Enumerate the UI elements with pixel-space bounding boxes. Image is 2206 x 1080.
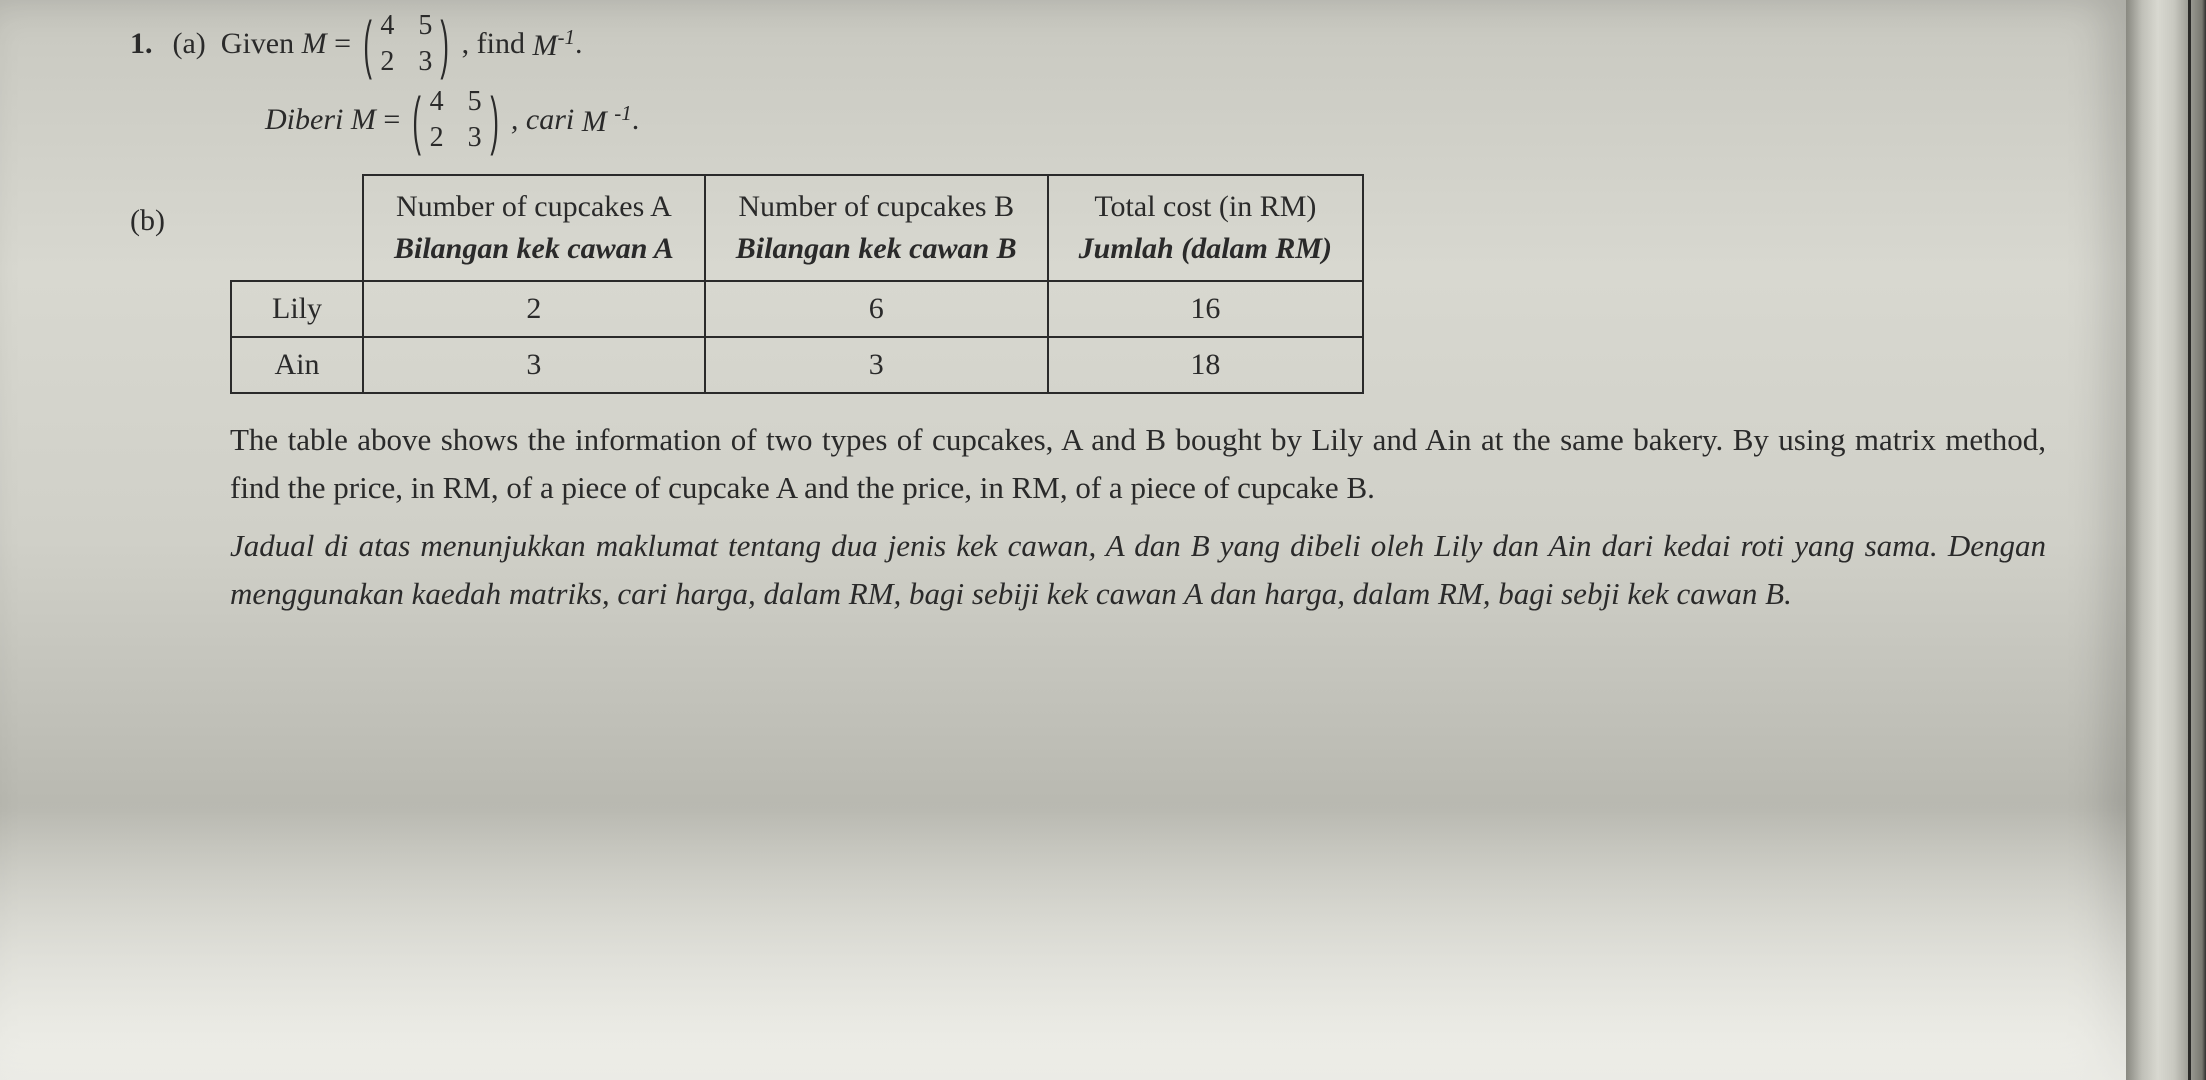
cell-value: 16 <box>1048 281 1363 337</box>
given-text-en: Given <box>221 27 294 61</box>
given-text-my: Diberi <box>265 103 343 137</box>
matrix-m: ( 4 5 2 3 ) <box>357 10 456 78</box>
table-row: Ain 3 3 18 <box>231 337 1363 393</box>
textbook-page: 1. (a) Given M = ( 4 5 2 3 ) , find M-1 … <box>0 0 2126 1080</box>
cupcakes-table: Number of cupcakes A Bilangan kek cawan … <box>230 174 1364 394</box>
left-paren-icon: ( <box>363 28 372 60</box>
question-text-english: The table above shows the information of… <box>230 416 2046 512</box>
left-paren-icon: ( <box>413 104 422 136</box>
part-a-label: (a) <box>173 27 206 61</box>
period: . <box>632 103 640 137</box>
find-text-en: , find <box>462 27 525 61</box>
cell-value: 18 <box>1048 337 1363 393</box>
matrix-m-my: ( 4 5 2 3 ) <box>406 86 505 154</box>
table-header-row: Number of cupcakes A Bilangan kek cawan … <box>231 175 1363 281</box>
period: . <box>575 27 583 61</box>
column-header-cupcakes-b: Number of cupcakes B Bilangan kek cawan … <box>705 175 1048 281</box>
matrix-cell: 2 <box>380 46 394 78</box>
matrix-cell: 5 <box>418 10 432 42</box>
m-inverse-my: M -1 <box>582 101 632 139</box>
matrix-cell: 5 <box>468 86 482 118</box>
matrix-cell: 2 <box>430 122 444 154</box>
m-inverse-en: M-1 <box>533 25 576 63</box>
question-text-malay: Jadual di atas menunjukkan maklumat tent… <box>230 522 2046 618</box>
question-1a-line: 1. (a) Given M = ( 4 5 2 3 ) , find M-1 … <box>130 10 2066 78</box>
question-number: 1. <box>130 27 153 61</box>
empty-header <box>231 175 363 281</box>
cell-value: 3 <box>705 337 1048 393</box>
matrix-cell: 4 <box>430 86 444 118</box>
matrix-cell: 4 <box>380 10 394 42</box>
matrix-cell: 3 <box>468 122 482 154</box>
column-header-cupcakes-a: Number of cupcakes A Bilangan kek cawan … <box>363 175 705 281</box>
row-name: Lily <box>231 281 363 337</box>
right-paren-icon: ) <box>490 104 499 136</box>
cell-value: 3 <box>363 337 705 393</box>
table-row: Lily 2 6 16 <box>231 281 1363 337</box>
cell-value: 6 <box>705 281 1048 337</box>
part-b-section: (b) Number of cupcakes A Bilangan kek ca… <box>130 174 2066 394</box>
variable-m: M <box>302 27 327 61</box>
matrix-cell: 3 <box>418 46 432 78</box>
column-header-total: Total cost (in RM) Jumlah (dalam RM) <box>1048 175 1363 281</box>
equals-sign: = <box>383 103 400 137</box>
find-text-my: , cari <box>511 103 574 137</box>
right-paren-icon: ) <box>441 28 450 60</box>
cell-value: 2 <box>363 281 705 337</box>
part-b-label: (b) <box>130 204 190 238</box>
book-page-edge <box>2126 0 2206 1080</box>
equals-sign: = <box>334 27 351 61</box>
row-name: Ain <box>231 337 363 393</box>
variable-m-my: M <box>351 103 376 137</box>
question-1a-malay: Diberi M = ( 4 5 2 3 ) , cari M -1 . <box>265 86 2066 154</box>
